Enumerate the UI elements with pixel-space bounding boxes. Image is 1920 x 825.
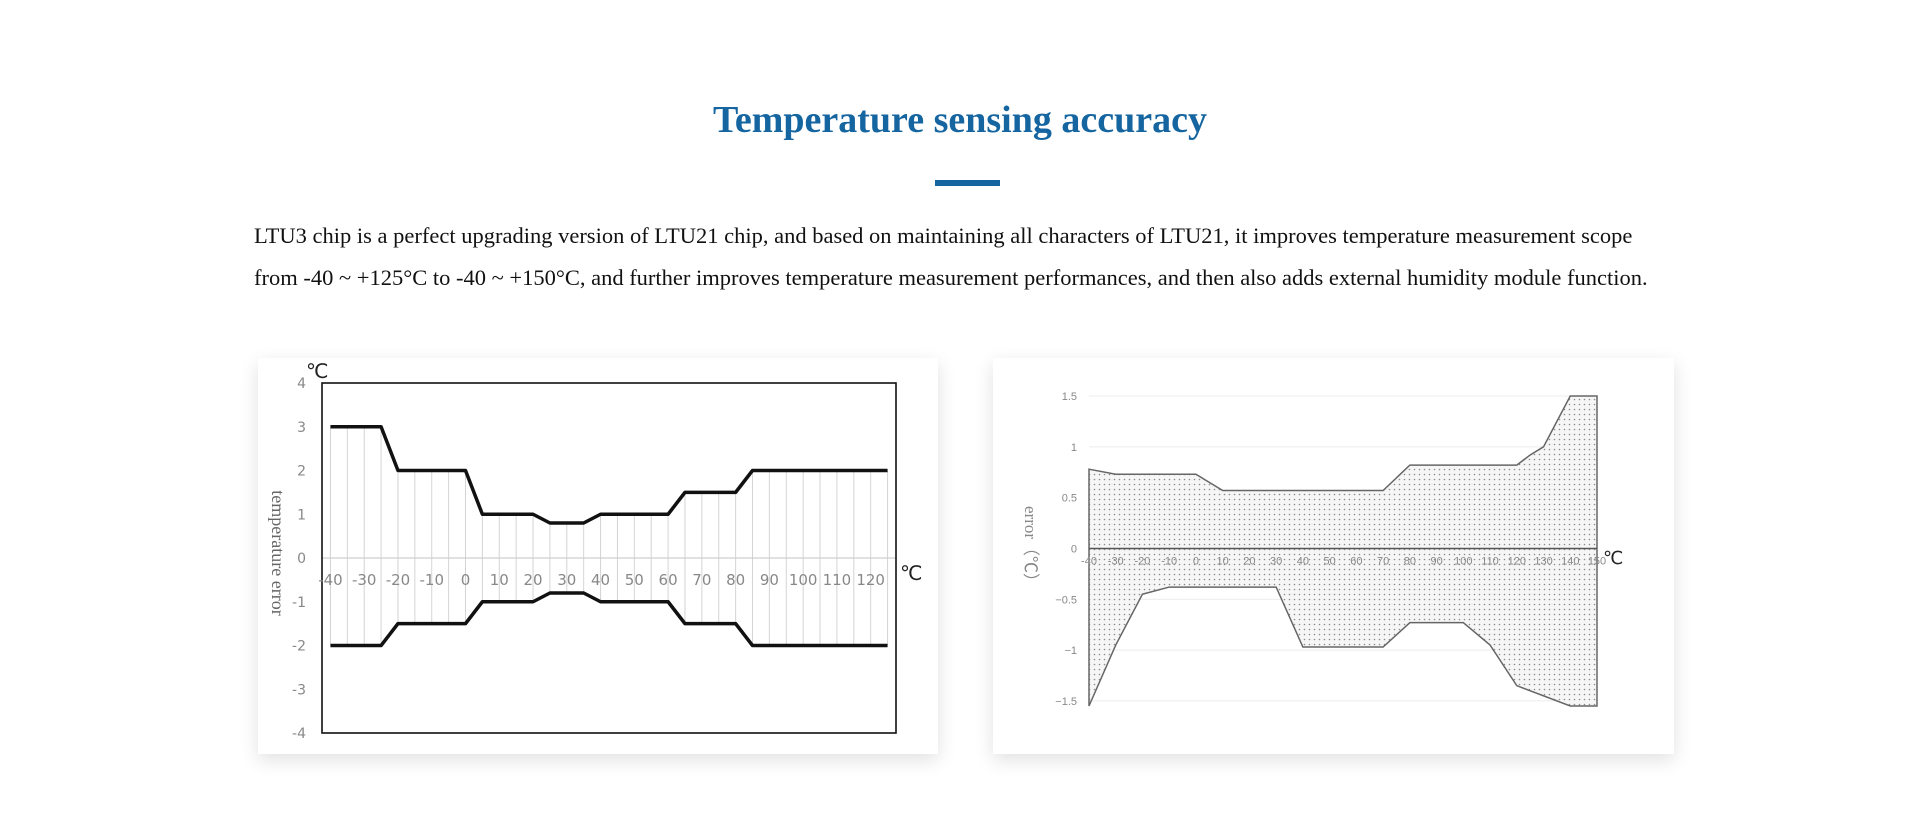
y-tick-label: 1 <box>1071 442 1077 454</box>
y-tick-label: 3 <box>297 420 306 436</box>
x-tick-label: 140 <box>1561 555 1579 567</box>
y-tick-label: 0 <box>297 551 306 567</box>
error-band-area <box>1088 395 1598 707</box>
x-tick-label: 10 <box>1217 555 1229 567</box>
x-tick-label: 110 <box>823 571 852 589</box>
y-unit-label: ℃ <box>306 359 328 383</box>
y-tick-label: 4 <box>297 376 306 392</box>
x-tick-label: 150 <box>1588 555 1606 567</box>
x-tick-label: 90 <box>760 571 779 589</box>
x-unit-label: ℃ <box>900 561 922 585</box>
x-tick-label: 60 <box>659 571 678 589</box>
y-tick-label: -4 <box>292 726 306 742</box>
plot-frame <box>321 382 897 734</box>
y-tick-label: 1.5 <box>1062 391 1077 403</box>
x-tick-label: 10 <box>490 571 509 589</box>
x-tick-label: -20 <box>386 571 411 589</box>
x-tick-label: -30 <box>352 571 377 589</box>
error-chart-ltu3: 1.5 1 0.5 0 −0.5 −1 −1.5 -40 -30 -20 -10 0 10 20 30 40 5… <box>993 358 1674 754</box>
y-axis-label: error（℃） <box>1021 506 1040 590</box>
y-tick-label: 0.5 <box>1062 493 1077 505</box>
x-tick-label: 0 <box>461 571 471 589</box>
x-tick-label: 50 <box>1324 555 1336 567</box>
x-tick-label: 100 <box>1454 555 1472 567</box>
y-tick-label: -2 <box>292 639 306 655</box>
section-title: Temperature sensing accuracy <box>713 99 1207 141</box>
x-tick-label: 30 <box>557 571 576 589</box>
x-tick-label: -20 <box>1135 555 1151 567</box>
x-tick-label: 70 <box>692 571 711 589</box>
x-tick-label: 110 <box>1481 555 1499 567</box>
x-unit-label: ℃ <box>1603 548 1623 569</box>
error-chart-ltu21: 4 3 2 1 0 -1 -2 -3 -4 -40 -30 -20 -10 0 10 20 30 40 50 60 70… <box>258 358 938 754</box>
x-tick-label: 50 <box>625 571 644 589</box>
lower-bound-line <box>330 591 888 648</box>
chart2-svg: 1.5 1 0.5 0 −0.5 −1 −1.5 -40 -30 -20 -10 0 10 20 30 40 5… <box>1021 391 1623 708</box>
y-tick-label: 1 <box>297 507 306 523</box>
y-axis-label: temperature error <box>268 490 288 615</box>
x-tick-label: 20 <box>1243 555 1255 567</box>
x-tick-label: 90 <box>1430 555 1442 567</box>
y-tick-label: -1 <box>292 595 306 611</box>
x-tick-label: 100 <box>789 571 818 589</box>
x-tick-label: 40 <box>591 571 610 589</box>
x-tick-label: 60 <box>1350 555 1362 567</box>
x-tick-label: 120 <box>1508 555 1526 567</box>
upper-bound-line <box>330 425 888 525</box>
x-tick-label: 130 <box>1534 555 1552 567</box>
x-tick-label: 0 <box>1193 555 1199 567</box>
x-tick-label: 70 <box>1377 555 1389 567</box>
x-tick-label: -40 <box>318 571 343 589</box>
x-tick-label: 80 <box>1404 555 1416 567</box>
x-tick-label: -40 <box>1081 555 1097 567</box>
y-tick-label: 0 <box>1071 543 1077 555</box>
description-text: LTU3 chip is a perfect upgrading version… <box>254 223 1648 290</box>
y-tick-label: 2 <box>297 464 306 480</box>
y-tick-label: −0.5 <box>1055 594 1077 606</box>
y-tick-label: −1.5 <box>1055 696 1077 708</box>
x-tick-label: 20 <box>523 571 542 589</box>
x-tick-label: -30 <box>1108 555 1124 567</box>
title-underline <box>935 180 1000 186</box>
x-tick-label: 30 <box>1270 555 1282 567</box>
x-tick-label: 80 <box>726 571 745 589</box>
x-tick-label: -10 <box>1161 555 1177 567</box>
y-tick-label: -3 <box>292 682 306 698</box>
x-tick-label: 40 <box>1297 555 1309 567</box>
x-tick-label: -10 <box>419 571 444 589</box>
y-tick-label: −1 <box>1064 645 1077 657</box>
x-tick-label: 120 <box>856 571 885 589</box>
